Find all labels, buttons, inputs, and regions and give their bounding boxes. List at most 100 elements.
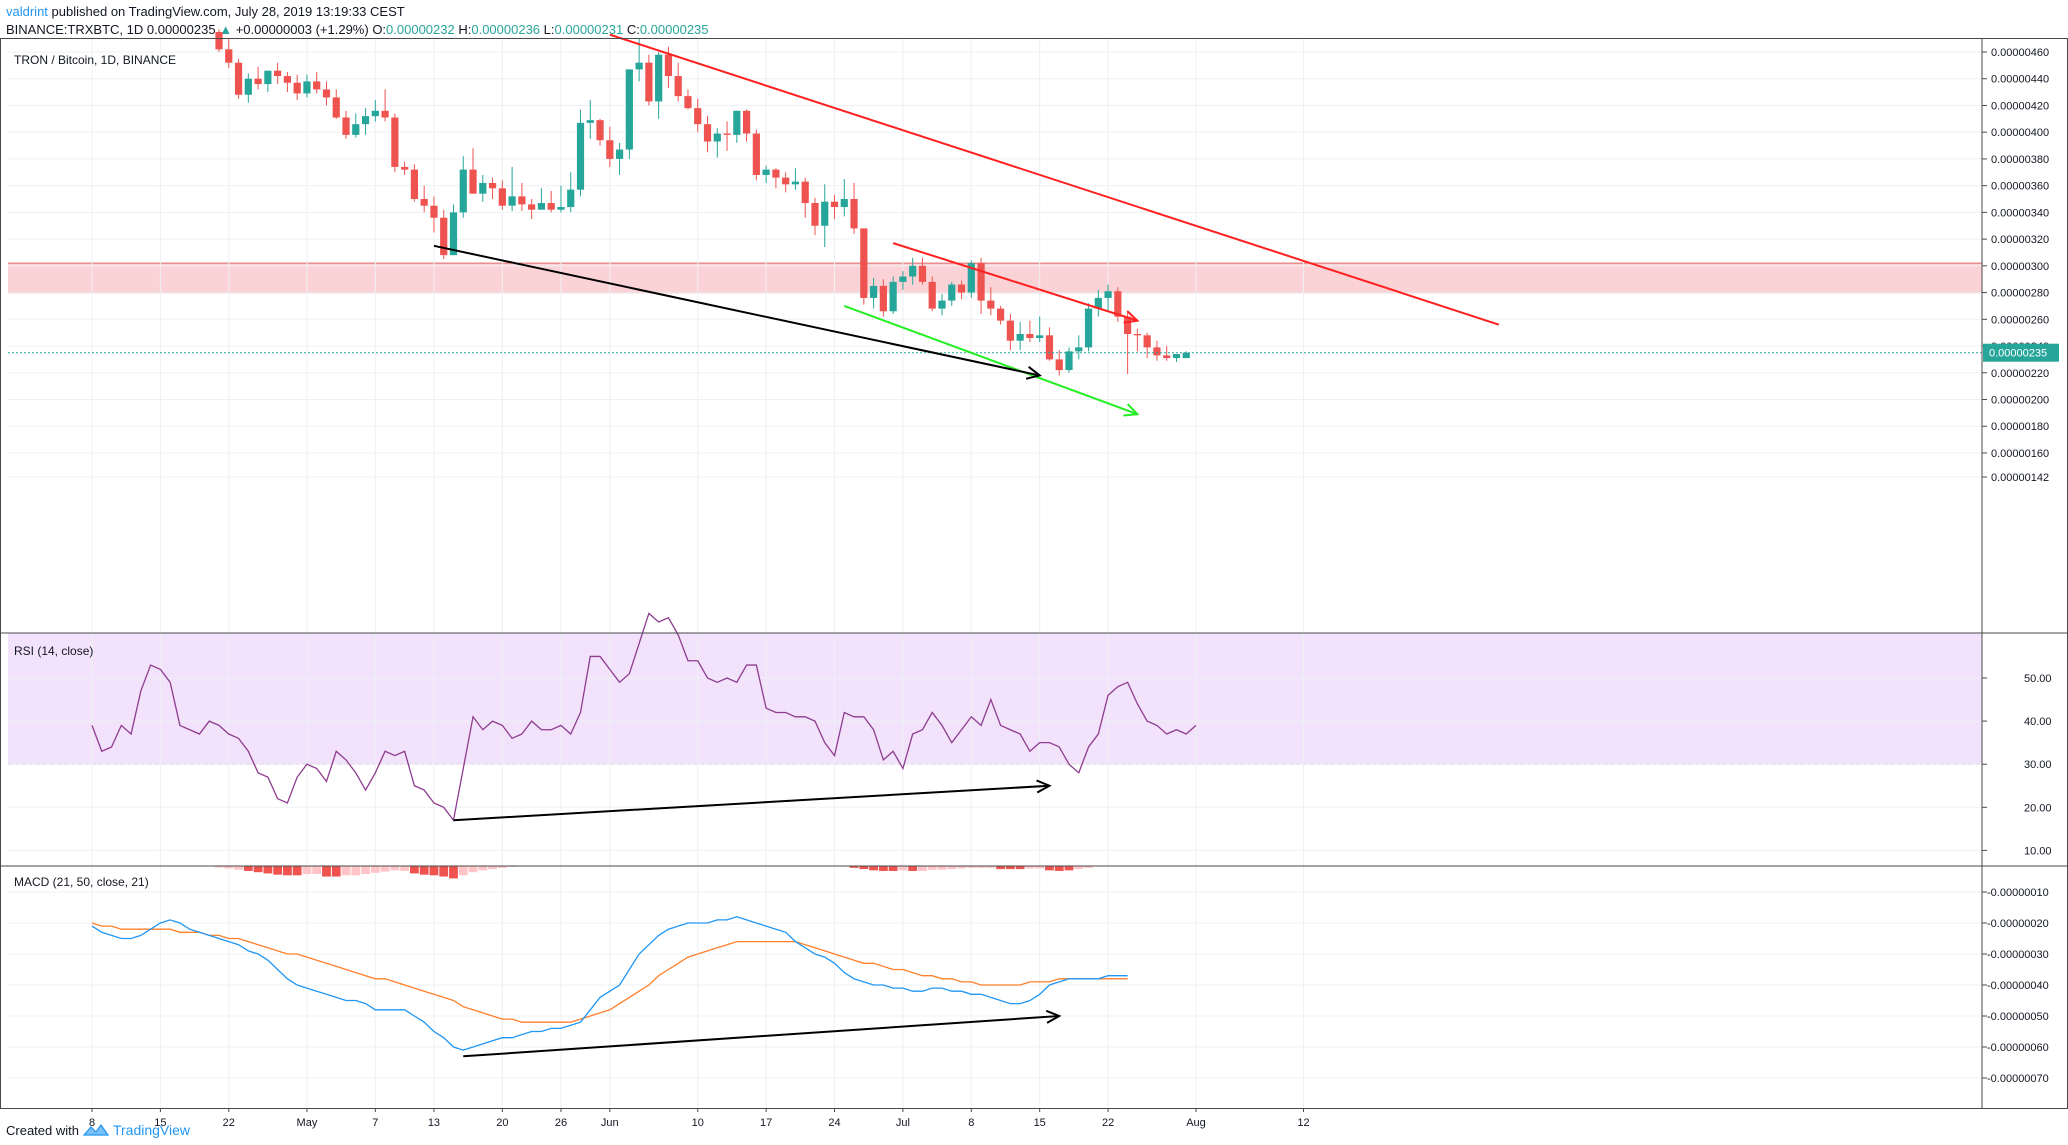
candle[interactable] <box>1036 316 1044 343</box>
candle[interactable] <box>537 188 546 210</box>
candle[interactable] <box>469 148 477 194</box>
candle[interactable] <box>850 182 858 234</box>
candle[interactable] <box>576 109 585 197</box>
candle[interactable] <box>645 54 653 106</box>
candle[interactable] <box>264 70 272 93</box>
candle[interactable] <box>625 69 633 159</box>
candle[interactable] <box>215 29 223 52</box>
candle[interactable] <box>830 195 839 220</box>
candle[interactable] <box>635 38 643 82</box>
candle[interactable] <box>1163 346 1171 361</box>
candle[interactable] <box>459 156 467 218</box>
candle[interactable] <box>684 89 692 110</box>
candle[interactable] <box>254 66 262 90</box>
candle[interactable] <box>879 279 887 317</box>
candle[interactable] <box>948 281 956 306</box>
candle[interactable] <box>1094 289 1102 317</box>
candle[interactable] <box>352 113 360 138</box>
candle[interactable] <box>420 185 428 213</box>
candle[interactable] <box>381 89 389 122</box>
candle[interactable] <box>528 199 536 220</box>
candle[interactable] <box>410 164 419 202</box>
candle[interactable] <box>997 305 1005 325</box>
candle[interactable] <box>752 129 760 181</box>
candle[interactable] <box>811 197 819 236</box>
candle[interactable] <box>1065 347 1073 373</box>
rsi-pane[interactable] <box>91 612 1197 822</box>
candle[interactable] <box>655 52 663 119</box>
candle[interactable] <box>274 62 282 85</box>
candle[interactable] <box>703 116 712 153</box>
candle[interactable] <box>1172 354 1181 363</box>
candle[interactable] <box>821 184 829 248</box>
candle[interactable] <box>967 260 975 298</box>
candle[interactable] <box>322 81 331 106</box>
candle[interactable] <box>332 89 340 119</box>
candle[interactable] <box>870 277 878 309</box>
macd-pane[interactable] <box>91 866 1128 1051</box>
candle[interactable] <box>860 228 868 305</box>
candle[interactable] <box>479 174 487 202</box>
candle[interactable] <box>1016 321 1024 351</box>
candle[interactable] <box>547 190 555 213</box>
candle[interactable] <box>303 74 311 98</box>
candle[interactable] <box>957 280 966 300</box>
candle[interactable] <box>313 72 321 94</box>
candle[interactable] <box>899 271 907 290</box>
candle[interactable] <box>733 110 741 143</box>
candle[interactable] <box>361 108 370 135</box>
candle[interactable] <box>938 293 946 316</box>
candle[interactable] <box>557 185 565 213</box>
candle[interactable] <box>742 109 751 142</box>
candle[interactable] <box>391 113 399 173</box>
candle[interactable] <box>987 287 995 316</box>
candle[interactable] <box>606 126 614 167</box>
candle[interactable] <box>371 100 379 122</box>
tradingview-logo-icon[interactable] <box>82 1123 109 1137</box>
candle[interactable] <box>1104 284 1112 312</box>
candle[interactable] <box>293 74 301 101</box>
candle[interactable] <box>977 257 985 314</box>
candle[interactable] <box>1045 327 1054 361</box>
candle[interactable] <box>1075 335 1083 360</box>
candle[interactable] <box>244 73 252 103</box>
candle[interactable] <box>772 168 780 189</box>
candle[interactable] <box>1055 350 1063 376</box>
candle[interactable] <box>225 38 233 69</box>
candle[interactable] <box>928 276 936 312</box>
candle[interactable] <box>1114 287 1122 322</box>
candle[interactable] <box>889 276 897 314</box>
candle[interactable] <box>518 182 526 212</box>
candle[interactable] <box>615 142 624 175</box>
candle[interactable] <box>234 58 243 99</box>
candle[interactable] <box>918 257 927 285</box>
candle[interactable] <box>283 72 291 93</box>
candle[interactable] <box>567 172 575 213</box>
tradingview-brand[interactable]: TradingView <box>112 1122 191 1138</box>
candle[interactable] <box>723 121 731 151</box>
candle[interactable] <box>801 177 809 218</box>
candle[interactable] <box>586 100 594 139</box>
candle[interactable] <box>840 178 848 217</box>
candle[interactable] <box>909 257 917 285</box>
candle[interactable] <box>401 161 409 175</box>
candle[interactable] <box>1084 303 1093 352</box>
candle[interactable] <box>674 62 682 102</box>
candle[interactable] <box>1153 340 1161 361</box>
price-pane[interactable] <box>8 29 1982 376</box>
candle[interactable] <box>508 166 516 212</box>
candle[interactable] <box>694 98 702 133</box>
author-link[interactable]: valdrint <box>6 4 48 19</box>
candle[interactable] <box>791 168 800 190</box>
candle[interactable] <box>1006 313 1014 351</box>
candle[interactable] <box>498 180 506 210</box>
candle[interactable] <box>713 128 721 158</box>
candle[interactable] <box>342 110 350 139</box>
candle[interactable] <box>440 209 448 260</box>
candle[interactable] <box>596 118 604 146</box>
candle[interactable] <box>1026 320 1034 343</box>
candle[interactable] <box>449 204 458 256</box>
candle[interactable] <box>1143 332 1151 359</box>
candle[interactable] <box>782 172 790 193</box>
